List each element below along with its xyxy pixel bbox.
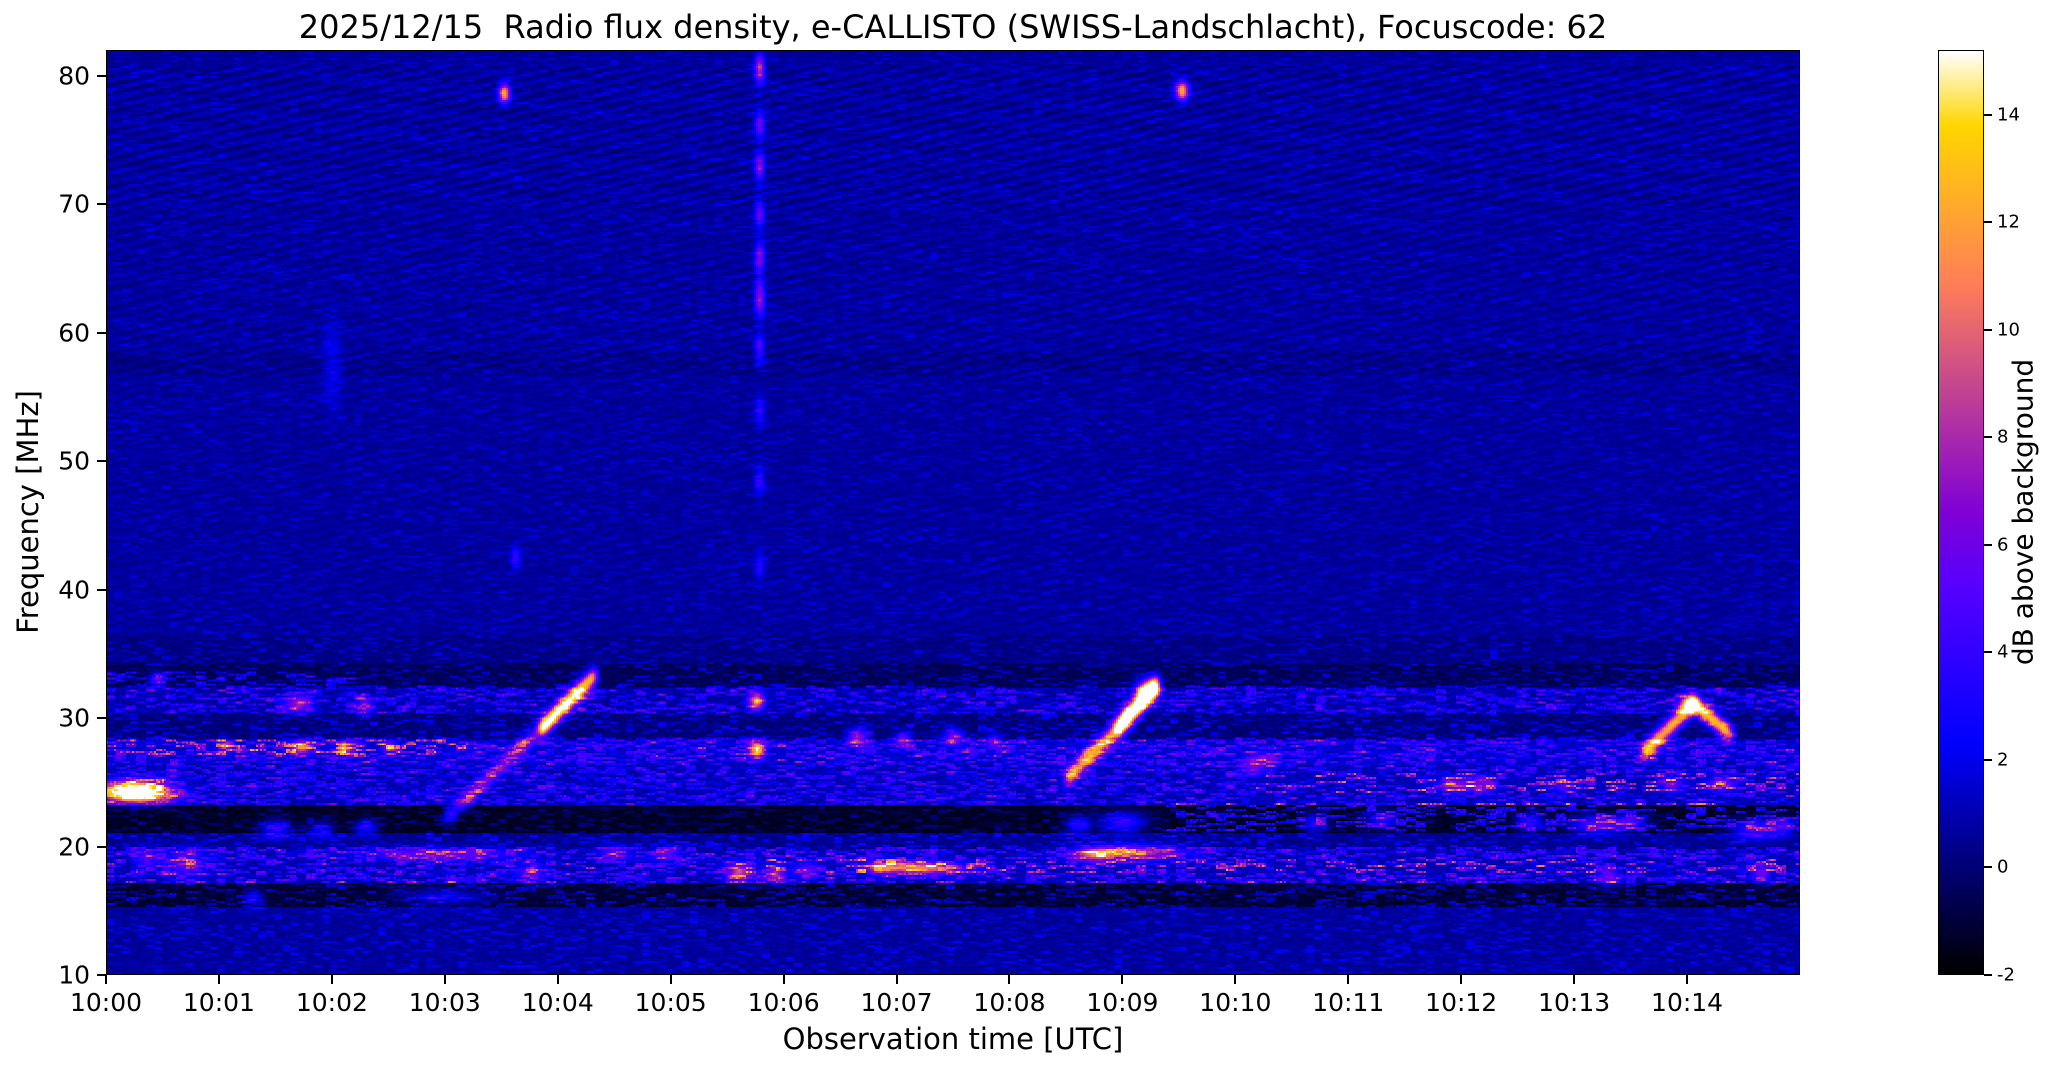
colorbar-tick-label: 8 xyxy=(1997,426,2009,448)
y-tick-mark xyxy=(97,588,106,591)
x-tick-mark xyxy=(1347,975,1350,984)
x-tick-label: 10:06 xyxy=(747,988,820,1017)
y-tick-label: 40 xyxy=(58,575,90,605)
colorbar-tick-label: 10 xyxy=(1997,319,2020,341)
y-tick-label: 70 xyxy=(58,189,90,219)
colorbar-tick-label: 14 xyxy=(1997,104,2020,126)
y-tick-label: 50 xyxy=(58,446,90,476)
colorbar-tick-mark xyxy=(1984,113,1992,116)
x-tick-mark xyxy=(217,975,220,984)
colorbar-tick-label: 6 xyxy=(1997,534,2009,556)
colorbar-tick-label: -2 xyxy=(1997,964,2015,986)
y-tick-labels: 80 70 60 50 40 30 20 10 xyxy=(0,50,90,989)
x-tick-label: 10:00 xyxy=(69,988,143,1017)
colorbar-tick-label: 2 xyxy=(1997,749,2009,771)
x-tick-mark xyxy=(1460,975,1463,984)
x-tick-labels: 10:00 10:01 10:02 10:03 10:04 10:05 10:06 10:07… xyxy=(70,988,1800,1018)
y-tick-label: 60 xyxy=(58,318,90,348)
colorbar-tick-marks xyxy=(1984,50,1992,976)
colorbar-tick-mark xyxy=(1984,974,1992,976)
y-axis-label: Frequency [MHz] xyxy=(11,390,45,634)
colorbar-tick-mark xyxy=(1984,758,1992,761)
x-tick-label: 10:11 xyxy=(1312,988,1385,1017)
x-tick-mark xyxy=(443,975,446,984)
x-tick-mark xyxy=(1121,975,1124,984)
y-tick-mark xyxy=(97,845,106,848)
x-tick-mark xyxy=(556,975,559,984)
colorbar-tick-labels: 14 12 10 8 6 4 2 0 -2 xyxy=(1997,50,2045,985)
y-tick-marks xyxy=(97,50,106,976)
x-tick-label: 10:12 xyxy=(1425,988,1498,1017)
x-tick-label: 10:10 xyxy=(1199,988,1272,1017)
x-tick-label: 10:02 xyxy=(295,988,368,1017)
x-tick-marks xyxy=(105,975,1800,985)
colorbar-tick-mark xyxy=(1984,543,1992,546)
x-tick-label: 10:05 xyxy=(634,988,707,1017)
colorbar-label: dB above background xyxy=(2006,358,2040,666)
x-tick-label: 10:03 xyxy=(408,988,481,1017)
colorbar-tick-mark xyxy=(1984,651,1992,654)
y-tick-mark xyxy=(97,460,106,463)
x-tick-mark xyxy=(895,975,898,984)
y-tick-mark xyxy=(97,203,106,206)
y-tick-label: 10 xyxy=(58,960,90,990)
colorbar-tick-mark xyxy=(1984,436,1992,439)
colorbar-tick-mark xyxy=(1984,328,1992,331)
x-tick-mark xyxy=(1573,975,1576,984)
x-tick-label: 10:13 xyxy=(1538,988,1611,1017)
x-tick-mark xyxy=(1234,975,1237,984)
y-tick-mark xyxy=(97,717,106,720)
x-tick-label: 10:08 xyxy=(973,988,1046,1017)
x-tick-mark xyxy=(782,975,785,984)
y-tick-mark xyxy=(97,74,106,77)
colorbar-tick-mark xyxy=(1984,866,1992,869)
chart-title: 2025/12/15 Radio flux density, e-CALLIST… xyxy=(298,8,1608,46)
x-tick-mark xyxy=(105,975,107,984)
y-tick-label: 80 xyxy=(58,61,90,91)
colorbar-tick-label: 0 xyxy=(1997,856,2009,878)
x-tick-label: 10:09 xyxy=(1086,988,1159,1017)
colorbar-tick-label: 4 xyxy=(1997,641,2009,663)
y-tick-mark xyxy=(97,974,106,976)
y-tick-label: 30 xyxy=(58,703,90,733)
colorbar-canvas xyxy=(1938,50,1984,975)
x-tick-label: 10:07 xyxy=(860,988,933,1017)
y-tick-mark xyxy=(97,331,106,334)
x-tick-mark xyxy=(669,975,672,984)
x-tick-mark xyxy=(1008,975,1011,984)
x-tick-mark xyxy=(1686,975,1689,984)
x-axis-label: Observation time [UTC] xyxy=(782,1022,1124,1056)
x-tick-label: 10:04 xyxy=(521,988,594,1017)
x-tick-label: 10:14 xyxy=(1651,988,1724,1017)
colorbar-tick-mark xyxy=(1984,221,1992,224)
colorbar-tick-label: 12 xyxy=(1997,211,2020,233)
x-tick-mark xyxy=(330,975,333,984)
y-tick-label: 20 xyxy=(58,832,90,862)
spectrogram-canvas xyxy=(106,50,1800,975)
x-tick-label: 10:01 xyxy=(182,988,255,1017)
